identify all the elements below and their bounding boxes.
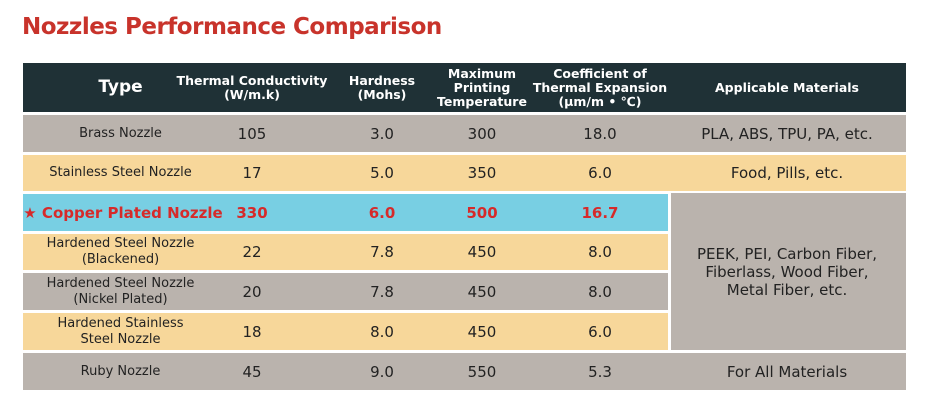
cell-name: Brass Nozzle — [79, 125, 162, 141]
cell-expansion: 8.0 — [588, 282, 612, 301]
cell-hardness: 3.0 — [370, 124, 394, 143]
merged-materials-text: PEEK, PEI, Carbon Fiber, Fiberlass, Wood… — [696, 244, 878, 299]
cell-name: Ruby Nozzle — [80, 363, 161, 379]
cell-expansion: 6.0 — [588, 164, 612, 182]
cell-name: Hardened Steel Nozzle (Blackened) — [46, 236, 195, 267]
cell-hardness: 6.0 — [368, 203, 396, 222]
cell-thermal: 105 — [237, 124, 267, 143]
header-thermal-conductivity: Thermal Conductivity (W/m.k) — [176, 72, 328, 102]
cell-temp: 300 — [467, 124, 497, 143]
header-thermal-expansion: Coefficient of Thermal Expansion (μm/m •… — [532, 65, 668, 109]
cell-thermal: 22 — [242, 243, 262, 261]
cell-expansion: 8.0 — [588, 243, 612, 261]
cell-thermal: 330 — [236, 203, 268, 222]
header-max-temperature: Maximum Printing Temperature — [437, 65, 527, 109]
cell-thermal: 45 — [242, 362, 262, 381]
table-header — [23, 63, 906, 112]
cell-temp: 450 — [467, 322, 497, 341]
header-type: Type — [98, 76, 143, 97]
cell-name: Hardened Steel Nozzle (Nickel Plated) — [46, 275, 195, 307]
cell-expansion: 5.3 — [588, 362, 612, 381]
cell-expansion: 6.0 — [588, 322, 612, 341]
cell-hardness: 7.8 — [370, 243, 394, 261]
table-row-ruby — [23, 353, 906, 390]
table-row-stainless — [23, 155, 906, 191]
merged-materials-cell — [668, 193, 906, 350]
cell-name-highlight: ★ Copper Plated Nozzle — [23, 203, 223, 222]
cell-expansion: 16.7 — [581, 203, 619, 222]
cell-hardness: 7.8 — [370, 282, 394, 301]
header-hardness: Hardness (Mohs) — [348, 72, 416, 102]
cell-temp: 550 — [467, 362, 497, 381]
cell-materials: Food, Pills, etc. — [730, 164, 844, 182]
cell-thermal: 17 — [242, 164, 262, 182]
cell-expansion: 18.0 — [583, 124, 617, 143]
cell-materials: For All Materials — [726, 362, 848, 381]
cell-temp: 350 — [467, 164, 497, 182]
cell-hardness: 9.0 — [370, 362, 394, 381]
table-row-brass — [23, 115, 906, 152]
cell-thermal: 20 — [242, 282, 262, 301]
cell-materials: PLA, ABS, TPU, PA, etc. — [701, 124, 873, 143]
page-title: Nozzles Performance Comparison — [22, 14, 442, 40]
cell-thermal: 18 — [242, 322, 262, 341]
cell-hardness: 5.0 — [370, 164, 394, 182]
cell-hardness: 8.0 — [370, 322, 394, 341]
cell-temp: 450 — [467, 282, 497, 301]
cell-temp: 450 — [467, 243, 497, 261]
cell-name: Hardened Stainless Steel Nozzle — [57, 315, 184, 347]
header-applicable-materials: Applicable Materials — [715, 79, 859, 95]
cell-temp: 500 — [466, 203, 498, 222]
cell-name: Stainless Steel Nozzle — [49, 165, 192, 181]
